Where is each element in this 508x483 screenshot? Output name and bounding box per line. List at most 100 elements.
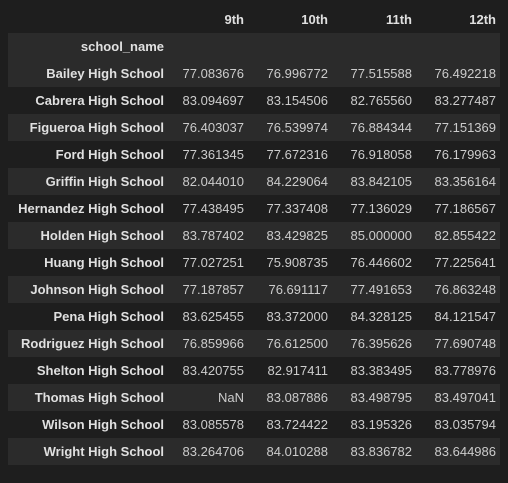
table-cell: 84.229064 — [266, 174, 328, 189]
table-cell: 83.498795 — [350, 390, 412, 405]
column-header: 11th — [332, 6, 416, 33]
table-cell: 83.154506 — [266, 93, 328, 108]
index-name: school_name — [8, 33, 168, 60]
table-cell: 83.644986 — [434, 444, 496, 459]
table-cell: 85.000000 — [350, 228, 412, 243]
row-index-label: Bailey High School — [46, 66, 164, 81]
table-cell: 82.765560 — [350, 93, 412, 108]
table-row: Figueroa High School 76.403037 76.539974 76… — [8, 114, 500, 141]
table-cell: 76.492218 — [434, 66, 496, 81]
table-cell: 83.372000 — [266, 309, 328, 324]
table-cell: 76.996772 — [266, 66, 328, 81]
table-cell: 83.429825 — [266, 228, 328, 243]
table-cell: 76.612500 — [266, 336, 328, 351]
table-row: Hernandez High School 77.438495 77.337408 7… — [8, 195, 500, 222]
table-cell: 77.027251 — [182, 255, 244, 270]
table-cell: 77.438495 — [182, 201, 244, 216]
row-index-label: Hernandez High School — [18, 201, 164, 216]
table-cell: 77.186567 — [434, 201, 496, 216]
column-header: 10th — [248, 6, 332, 33]
dataframe-table: 9th 10th 11th 12th school_name Bailey Hi… — [8, 6, 500, 465]
table-row: Ford High School 77.361345 77.672316 76.918… — [8, 141, 500, 168]
table-cell: 77.225641 — [434, 255, 496, 270]
table-cell: 82.917411 — [267, 363, 329, 378]
table-row: Bailey High School 77.083676 76.996772 77.5… — [8, 60, 500, 87]
table-cell: 77.515588 — [350, 66, 412, 81]
table-cell: 84.121547 — [434, 309, 496, 324]
column-header: 9th — [168, 6, 248, 33]
table-row: Wright High School 83.264706 84.010288 83.8… — [8, 438, 500, 465]
table-cell: 75.908735 — [266, 255, 328, 270]
table-cell: 77.187857 — [182, 282, 244, 297]
row-index-label: Figueroa High School — [29, 120, 164, 135]
table-cell: 83.094697 — [182, 93, 244, 108]
table-cell: 83.836782 — [350, 444, 412, 459]
table-cell: 83.778976 — [434, 363, 496, 378]
table-cell: 83.787402 — [182, 228, 244, 243]
table-cell: 76.859966 — [182, 336, 244, 351]
row-index-label: Griffin High School — [45, 174, 164, 189]
row-index-label: Wilson High School — [42, 417, 164, 432]
row-index-label: Thomas High School — [34, 390, 164, 405]
table-cell: 76.691117 — [268, 282, 328, 297]
table-cell: 77.690748 — [434, 336, 496, 351]
table-row: Cabrera High School 83.094697 83.154506 82.… — [8, 87, 500, 114]
table-cell: 83.087886 — [266, 390, 328, 405]
row-index-label: Holden High School — [40, 228, 165, 243]
table-cell: NaN — [217, 390, 244, 405]
table-cell: 83.195326 — [350, 417, 412, 432]
table-row: Shelton High School 83.420755 82.917411 83.… — [8, 357, 500, 384]
row-index-label: Rodriguez High School — [21, 336, 164, 351]
table-cell: 77.083676 — [182, 66, 244, 81]
table-cell: 76.395626 — [350, 336, 412, 351]
table-cell: 76.918058 — [350, 147, 412, 162]
row-index-label: Pena High School — [53, 309, 164, 324]
table-cell: 83.497041 — [434, 390, 496, 405]
table-row: Thomas High School NaN 83.087886 83.498795 8… — [8, 384, 500, 411]
table-cell: 83.625455 — [182, 309, 244, 324]
table-cell: 83.264706 — [182, 444, 244, 459]
table-row: Holden High School 83.787402 83.429825 85.0… — [8, 222, 500, 249]
table-body: Bailey High School 77.083676 76.996772 77.5… — [8, 60, 500, 465]
index-name-row: school_name — [8, 33, 500, 60]
table-row: Griffin High School 82.044010 84.229064 83.… — [8, 168, 500, 195]
table-header: 9th 10th 11th 12th school_name — [8, 6, 500, 60]
corner-cell — [8, 6, 168, 33]
table-cell: 83.383495 — [350, 363, 412, 378]
table-cell: 83.724422 — [266, 417, 328, 432]
table-cell: 76.446602 — [350, 255, 412, 270]
table-cell: 84.010288 — [266, 444, 328, 459]
table-cell: 76.403037 — [182, 120, 244, 135]
table-cell: 76.539974 — [266, 120, 328, 135]
dataframe-output: 9th 10th 11th 12th school_name Bailey Hi… — [8, 6, 500, 465]
table-cell: 77.361345 — [182, 147, 244, 162]
table-cell: 76.884344 — [350, 120, 412, 135]
table-cell: 84.328125 — [350, 309, 412, 324]
table-cell: 83.277487 — [434, 93, 496, 108]
column-header-row: 9th 10th 11th 12th — [8, 6, 500, 33]
column-header: 12th — [416, 6, 500, 33]
table-cell: 83.035794 — [434, 417, 496, 432]
table-row: Rodriguez High School 76.859966 76.612500 7… — [8, 330, 500, 357]
table-cell: 76.863248 — [434, 282, 496, 297]
table-cell: 76.179963 — [434, 147, 496, 162]
table-cell: 83.842105 — [350, 174, 412, 189]
row-index-label: Ford High School — [55, 147, 164, 162]
table-cell: 83.085578 — [182, 417, 244, 432]
table-cell: 77.491653 — [350, 282, 412, 297]
row-index-label: Cabrera High School — [35, 93, 164, 108]
table-row: Pena High School 83.625455 83.372000 84.328… — [8, 303, 500, 330]
row-index-label: Shelton High School — [36, 363, 164, 378]
table-cell: 83.420755 — [182, 363, 244, 378]
table-cell: 82.044010 — [182, 174, 244, 189]
table-row: Huang High School 77.027251 75.908735 76.44… — [8, 249, 500, 276]
table-cell: 77.672316 — [266, 147, 328, 162]
table-cell: 82.855422 — [434, 228, 496, 243]
table-row: Johnson High School 77.187857 76.691117 77.… — [8, 276, 500, 303]
table-cell: 77.136029 — [350, 201, 412, 216]
table-cell: 77.151369 — [434, 120, 496, 135]
table-cell: 83.356164 — [434, 174, 496, 189]
row-index-label: Wright High School — [43, 444, 164, 459]
table-cell: 77.337408 — [266, 201, 328, 216]
row-index-label: Johnson High School — [30, 282, 164, 297]
